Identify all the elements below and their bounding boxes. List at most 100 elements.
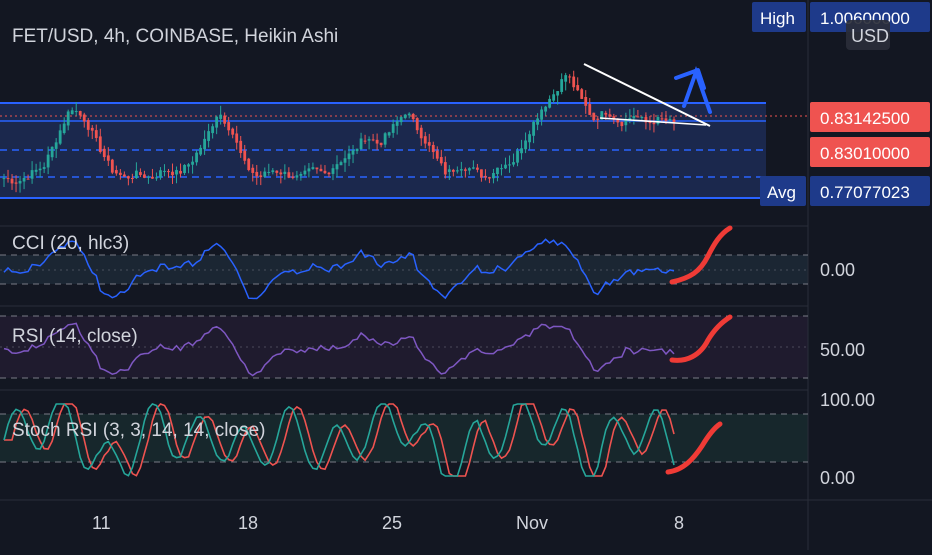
candle-body: [211, 126, 215, 134]
candle-body: [596, 118, 600, 120]
candle-body: [608, 114, 612, 117]
candle-body: [114, 170, 118, 174]
candle-body: [106, 155, 110, 161]
candle-body: [295, 175, 299, 178]
candle-body: [223, 115, 227, 124]
candle-body: [199, 147, 202, 155]
candle-body: [532, 121, 535, 136]
candle-body: [259, 175, 263, 178]
high-value-box: [810, 2, 930, 32]
candle-body: [407, 113, 411, 116]
candle-body: [439, 157, 443, 164]
candle-body: [624, 119, 628, 126]
candle-body: [118, 172, 122, 175]
cci-hand-annotation: [669, 225, 733, 285]
candle-body: [14, 182, 18, 184]
candle-body: [219, 114, 223, 119]
candle-body: [568, 76, 572, 78]
candle-body: [283, 171, 287, 174]
candle-body: [339, 162, 343, 166]
candle-body: [544, 106, 548, 112]
rsi-line: [3, 322, 675, 377]
candle-body: [126, 176, 130, 179]
candle-body: [652, 122, 656, 125]
candle-body: [30, 170, 34, 179]
candle-body: [484, 175, 487, 178]
candle-body: [134, 170, 138, 179]
candle-body: [231, 128, 235, 135]
candle-body: [227, 122, 231, 131]
x-tick-label: 8: [674, 513, 684, 533]
candle-body: [524, 140, 527, 150]
candle-body: [467, 168, 471, 171]
x-tick-label: 18: [238, 513, 258, 533]
stoch-title: Stoch RSI (3, 3, 14, 14, close): [12, 420, 265, 441]
candle-body: [351, 150, 355, 155]
candle-body: [171, 171, 174, 176]
candle-body: [110, 159, 114, 173]
arrowhead-annotation: [674, 68, 706, 90]
candle-body: [215, 116, 219, 128]
avg-label: Avg: [767, 183, 796, 202]
currency-badge[interactable]: [846, 20, 890, 50]
cci-line: [3, 238, 675, 300]
candle-body: [576, 85, 580, 91]
candle-body: [580, 89, 584, 99]
candle-body: [604, 112, 608, 115]
candle-body: [496, 167, 499, 175]
candle-body: [476, 167, 479, 170]
candle-body: [42, 167, 46, 169]
candle-body: [592, 112, 596, 121]
candle-body: [78, 111, 82, 116]
prev-close-box: [810, 137, 930, 167]
candle-body: [207, 131, 211, 141]
candle-body: [307, 168, 311, 172]
candle-body: [163, 170, 166, 172]
candle-body: [203, 138, 207, 150]
candle-body: [492, 173, 495, 179]
candle-body: [427, 142, 431, 146]
candle-body: [239, 140, 243, 154]
candle-body: [58, 130, 62, 144]
candle-body: [94, 130, 98, 138]
candle-body: [26, 178, 30, 180]
candle-body: [395, 121, 399, 126]
candle-body: [556, 91, 560, 96]
candle-body: [130, 178, 134, 180]
candle-body: [415, 118, 419, 131]
candle-body: [303, 170, 307, 175]
candle-body: [315, 167, 319, 170]
candle-body: [455, 170, 459, 172]
candle-body: [331, 168, 335, 174]
candle-body: [520, 148, 523, 154]
candle-body: [275, 170, 279, 173]
candle-body: [528, 134, 531, 143]
candle-body: [263, 171, 267, 177]
candle-body: [488, 177, 491, 179]
candle-body: [98, 136, 102, 152]
rsi-title: RSI (14, close): [12, 326, 138, 347]
candle-body: [656, 117, 660, 124]
candle-body: [600, 111, 604, 120]
candle-body: [632, 115, 636, 119]
candle-body: [70, 110, 74, 115]
candle-body: [536, 118, 539, 125]
candle-body: [155, 177, 158, 179]
candle-body: [251, 167, 255, 173]
candle-body: [291, 176, 295, 178]
candle-body: [18, 180, 22, 184]
candle-body: [451, 169, 455, 172]
candle-body: [195, 152, 198, 163]
candle-body: [179, 170, 182, 174]
candle-body: [86, 120, 90, 130]
range-band: [0, 103, 766, 199]
candle-body: [367, 139, 371, 141]
candle-body: [560, 79, 564, 92]
candle-body: [648, 121, 652, 124]
candle-body: [66, 111, 70, 126]
candle-body: [347, 153, 351, 160]
candle-body: [620, 121, 624, 127]
candle-body: [371, 139, 375, 141]
candle-body: [363, 140, 367, 142]
